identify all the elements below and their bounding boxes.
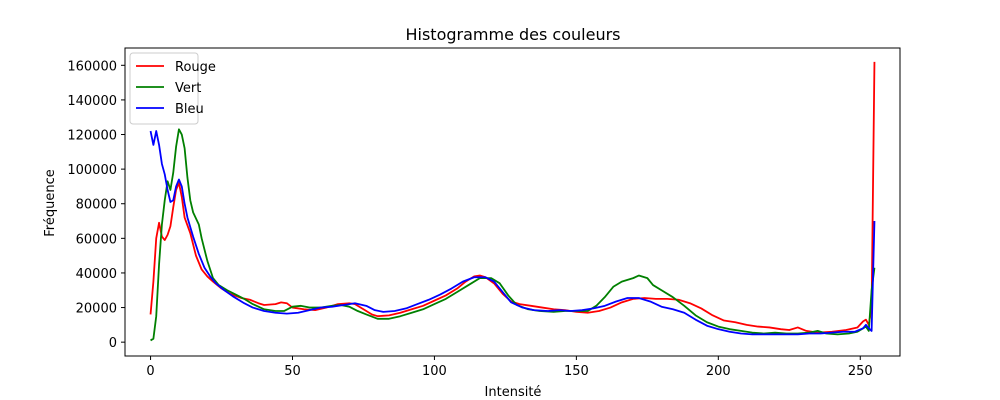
y-tick-label: 60000 xyxy=(76,232,117,247)
legend-label-bleu: Bleu xyxy=(175,102,204,117)
series-line-vert xyxy=(150,128,876,342)
plot-frame xyxy=(124,47,901,357)
x-tick-label: 50 xyxy=(284,364,301,379)
series-line-bleu xyxy=(149,130,876,336)
ticks: 0 50 100 150 200 250 0 20000 40000 60000 80000 1000… xyxy=(67,59,872,379)
legend-label-rouge: Rouge xyxy=(175,60,216,75)
series-lines xyxy=(149,61,876,342)
x-axis-label: Intensité xyxy=(485,385,542,400)
y-tick-label: 140000 xyxy=(67,94,117,109)
legend-label-vert: Vert xyxy=(175,81,201,96)
x-tick-label: 200 xyxy=(706,364,731,379)
series-line-rouge xyxy=(149,61,876,334)
y-tick-label: 120000 xyxy=(67,129,117,144)
y-tick-label: 0 xyxy=(109,336,117,351)
chart-title: Histogramme des couleurs xyxy=(405,25,620,44)
x-tick-label: 250 xyxy=(848,364,873,379)
y-tick-label: 160000 xyxy=(67,59,117,74)
y-tick-label: 80000 xyxy=(76,198,117,213)
y-tick-label: 20000 xyxy=(76,302,117,317)
y-tick-label: 100000 xyxy=(67,163,117,178)
x-tick-label: 0 xyxy=(146,364,154,379)
x-tick-label: 150 xyxy=(564,364,589,379)
y-tick-label: 40000 xyxy=(76,267,117,282)
y-axis-label: Fréquence xyxy=(43,169,58,236)
x-tick-label: 100 xyxy=(422,364,447,379)
legend: Rouge Vert Bleu xyxy=(129,52,216,125)
legend-box xyxy=(129,52,199,125)
